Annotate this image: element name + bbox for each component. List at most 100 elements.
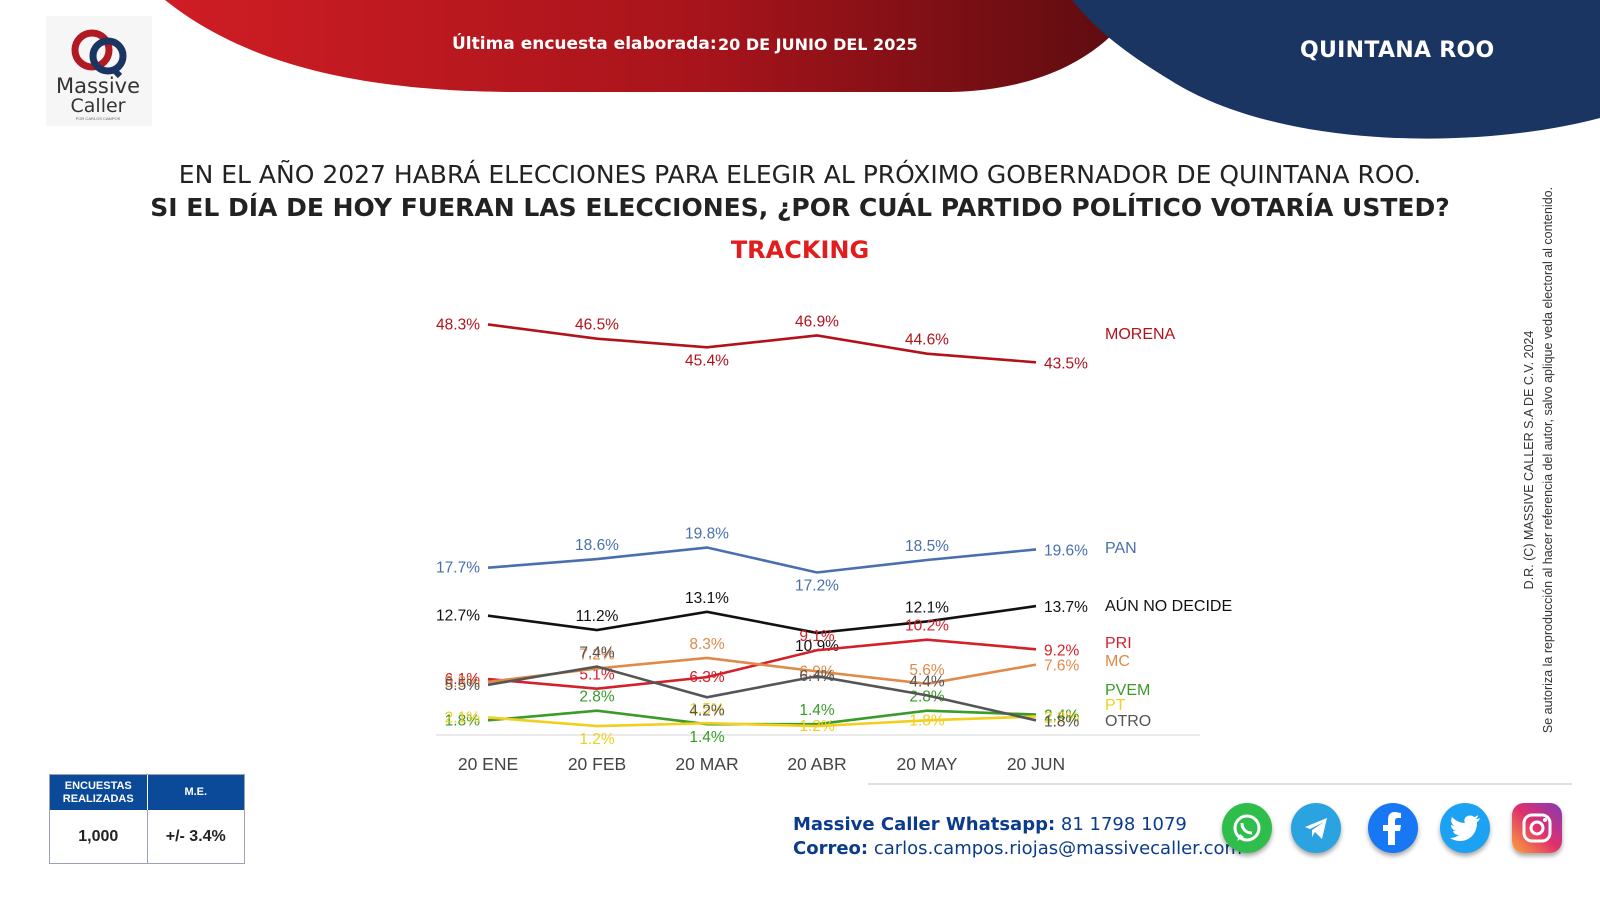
series-line — [487, 604, 1037, 635]
surveys-value: 1,000 — [50, 810, 148, 864]
x-tick-label: 20 FEB — [568, 754, 626, 774]
series-line — [487, 715, 1037, 728]
data-label: 11.2% — [576, 608, 619, 625]
surveys-header: ENCUESTAS REALIZADAS — [50, 775, 148, 810]
email-label: Correo: — [793, 838, 869, 859]
brand-tagline: POR CARLOS CAMPOS — [75, 116, 121, 121]
telegram-icon[interactable] — [1291, 803, 1341, 853]
data-label: 1.4% — [689, 729, 725, 746]
data-label: 19.6% — [1044, 542, 1088, 559]
series-name-label: PRI — [1105, 635, 1132, 652]
series-name-label: MORENA — [1105, 326, 1176, 343]
copyright-line2: Se autoriza la reproducción al hacer ref… — [1541, 186, 1555, 734]
series-name-label: PAN — [1105, 540, 1137, 557]
data-label: 12.7% — [436, 608, 480, 625]
series-line — [487, 709, 1037, 726]
data-label: 2.8% — [579, 689, 615, 706]
x-tick-label: 20 JUN — [1007, 754, 1065, 774]
whatsapp-icon[interactable] — [1222, 803, 1272, 853]
copyright-notice: D.R. (C) MASSIVE CALLER S.A DE C.V. 2024… — [1520, 180, 1558, 740]
series-name-label: PVEM — [1105, 682, 1150, 699]
series-line — [487, 546, 1037, 574]
data-label: 43.5% — [1044, 355, 1088, 372]
brand-name-line1: Massive — [55, 74, 141, 98]
navy-header-shape — [1072, 0, 1600, 139]
series-line — [487, 665, 1037, 722]
data-label: 46.5% — [575, 317, 619, 334]
data-label: 1.2% — [799, 718, 835, 735]
x-tick-label: 20 ABR — [787, 754, 846, 774]
brand-name-line2: Caller — [70, 95, 126, 117]
series-name-label: OTRO — [1105, 713, 1151, 730]
data-label: 6.9% — [799, 663, 835, 680]
series-name-label: MC — [1105, 653, 1130, 670]
margin-error-value: +/- 3.4% — [165, 828, 226, 845]
data-label: 4.4% — [909, 673, 945, 690]
red-header-band — [165, 0, 1140, 92]
x-tick-label: 20 ENE — [458, 754, 518, 774]
margin-error-header: M.E. — [184, 786, 208, 798]
data-label: 45.4% — [685, 352, 729, 369]
data-label: 6.3% — [689, 669, 725, 686]
series-name-label: AÚN NO DECIDE — [1105, 596, 1232, 615]
data-label: 10.2% — [905, 618, 949, 635]
email-link[interactable]: carlos.campos.riojas@massivecaller.com — [873, 838, 1243, 859]
data-label: 2.1% — [445, 709, 481, 726]
data-label: 12.1% — [905, 599, 949, 616]
facebook-icon[interactable] — [1368, 803, 1418, 853]
whatsapp-label: Massive Caller Whatsapp: — [793, 814, 1056, 835]
data-label: 17.7% — [436, 560, 480, 577]
data-label: 2.2% — [1044, 709, 1080, 726]
data-label: 13.7% — [1044, 599, 1088, 616]
data-label: 6.1% — [445, 671, 481, 688]
data-label: 19.8% — [685, 526, 729, 543]
chart-subtitle: TRACKING — [730, 236, 870, 264]
data-label: 2.4% — [1044, 708, 1080, 725]
data-label: 4.2% — [689, 702, 725, 719]
survey-date-label: Última encuesta elaborada: — [452, 34, 717, 54]
stats-table: ENCUESTAS REALIZADAS M.E. 1,000 +/- 3.4% — [49, 774, 245, 864]
data-label: 1.2% — [579, 731, 615, 748]
whatsapp-contact: Massive Caller Whatsapp: 81 1798 1079 — [793, 814, 1187, 835]
data-label: 1.8% — [909, 712, 945, 729]
question-line2: SI EL DÍA DE HOY FUERAN LAS ELECCIONES, … — [150, 193, 1450, 222]
series-name-label: PT — [1105, 697, 1126, 714]
data-label: 13.1% — [685, 590, 729, 607]
data-label: 7.6% — [1044, 658, 1080, 675]
data-label: 6.4% — [799, 668, 835, 685]
massive-caller-logo — [46, 16, 152, 126]
data-label: 8.3% — [689, 636, 725, 653]
x-tick-label: 20 MAR — [675, 754, 738, 774]
data-label: 1.5% — [689, 701, 725, 718]
data-label: 1.8% — [445, 712, 481, 729]
data-label: 17.2% — [795, 577, 839, 594]
data-label: 48.3% — [436, 316, 480, 333]
data-label: 10.9% — [795, 638, 839, 655]
twitter-icon[interactable] — [1440, 803, 1490, 853]
data-label: 7.4% — [579, 645, 615, 662]
data-label: 46.9% — [795, 313, 839, 330]
question-line1: EN EL AÑO 2027 HABRÁ ELECCIONES PARA ELE… — [178, 160, 1422, 189]
data-label: 18.5% — [905, 538, 949, 555]
data-label: 44.6% — [905, 332, 949, 349]
data-label: 7.2% — [579, 646, 615, 663]
data-label: 1.8% — [1044, 713, 1080, 730]
survey-date: 20 DE JUNIO DEL 2025 — [718, 35, 918, 54]
data-label: 18.6% — [575, 537, 619, 554]
instagram-icon[interactable] — [1512, 803, 1562, 853]
region-title: QUINTANA ROO — [1300, 38, 1495, 63]
data-label: 5.8% — [445, 674, 481, 691]
series-line — [487, 323, 1037, 364]
data-label: 9.1% — [799, 628, 835, 645]
whatsapp-number[interactable]: 81 1798 1079 — [1060, 814, 1187, 835]
data-label: 1.4% — [799, 702, 835, 719]
data-label: 9.2% — [1044, 642, 1080, 659]
data-label: 5.1% — [579, 667, 615, 684]
copyright-line1: D.R. (C) MASSIVE CALLER S.A DE C.V. 2024 — [1522, 330, 1536, 590]
email-contact: Correo: carlos.campos.riojas@massivecall… — [793, 838, 1242, 859]
x-tick-label: 20 MAY — [897, 754, 958, 774]
data-label: 5.5% — [445, 677, 481, 694]
data-label: 5.6% — [909, 662, 945, 679]
